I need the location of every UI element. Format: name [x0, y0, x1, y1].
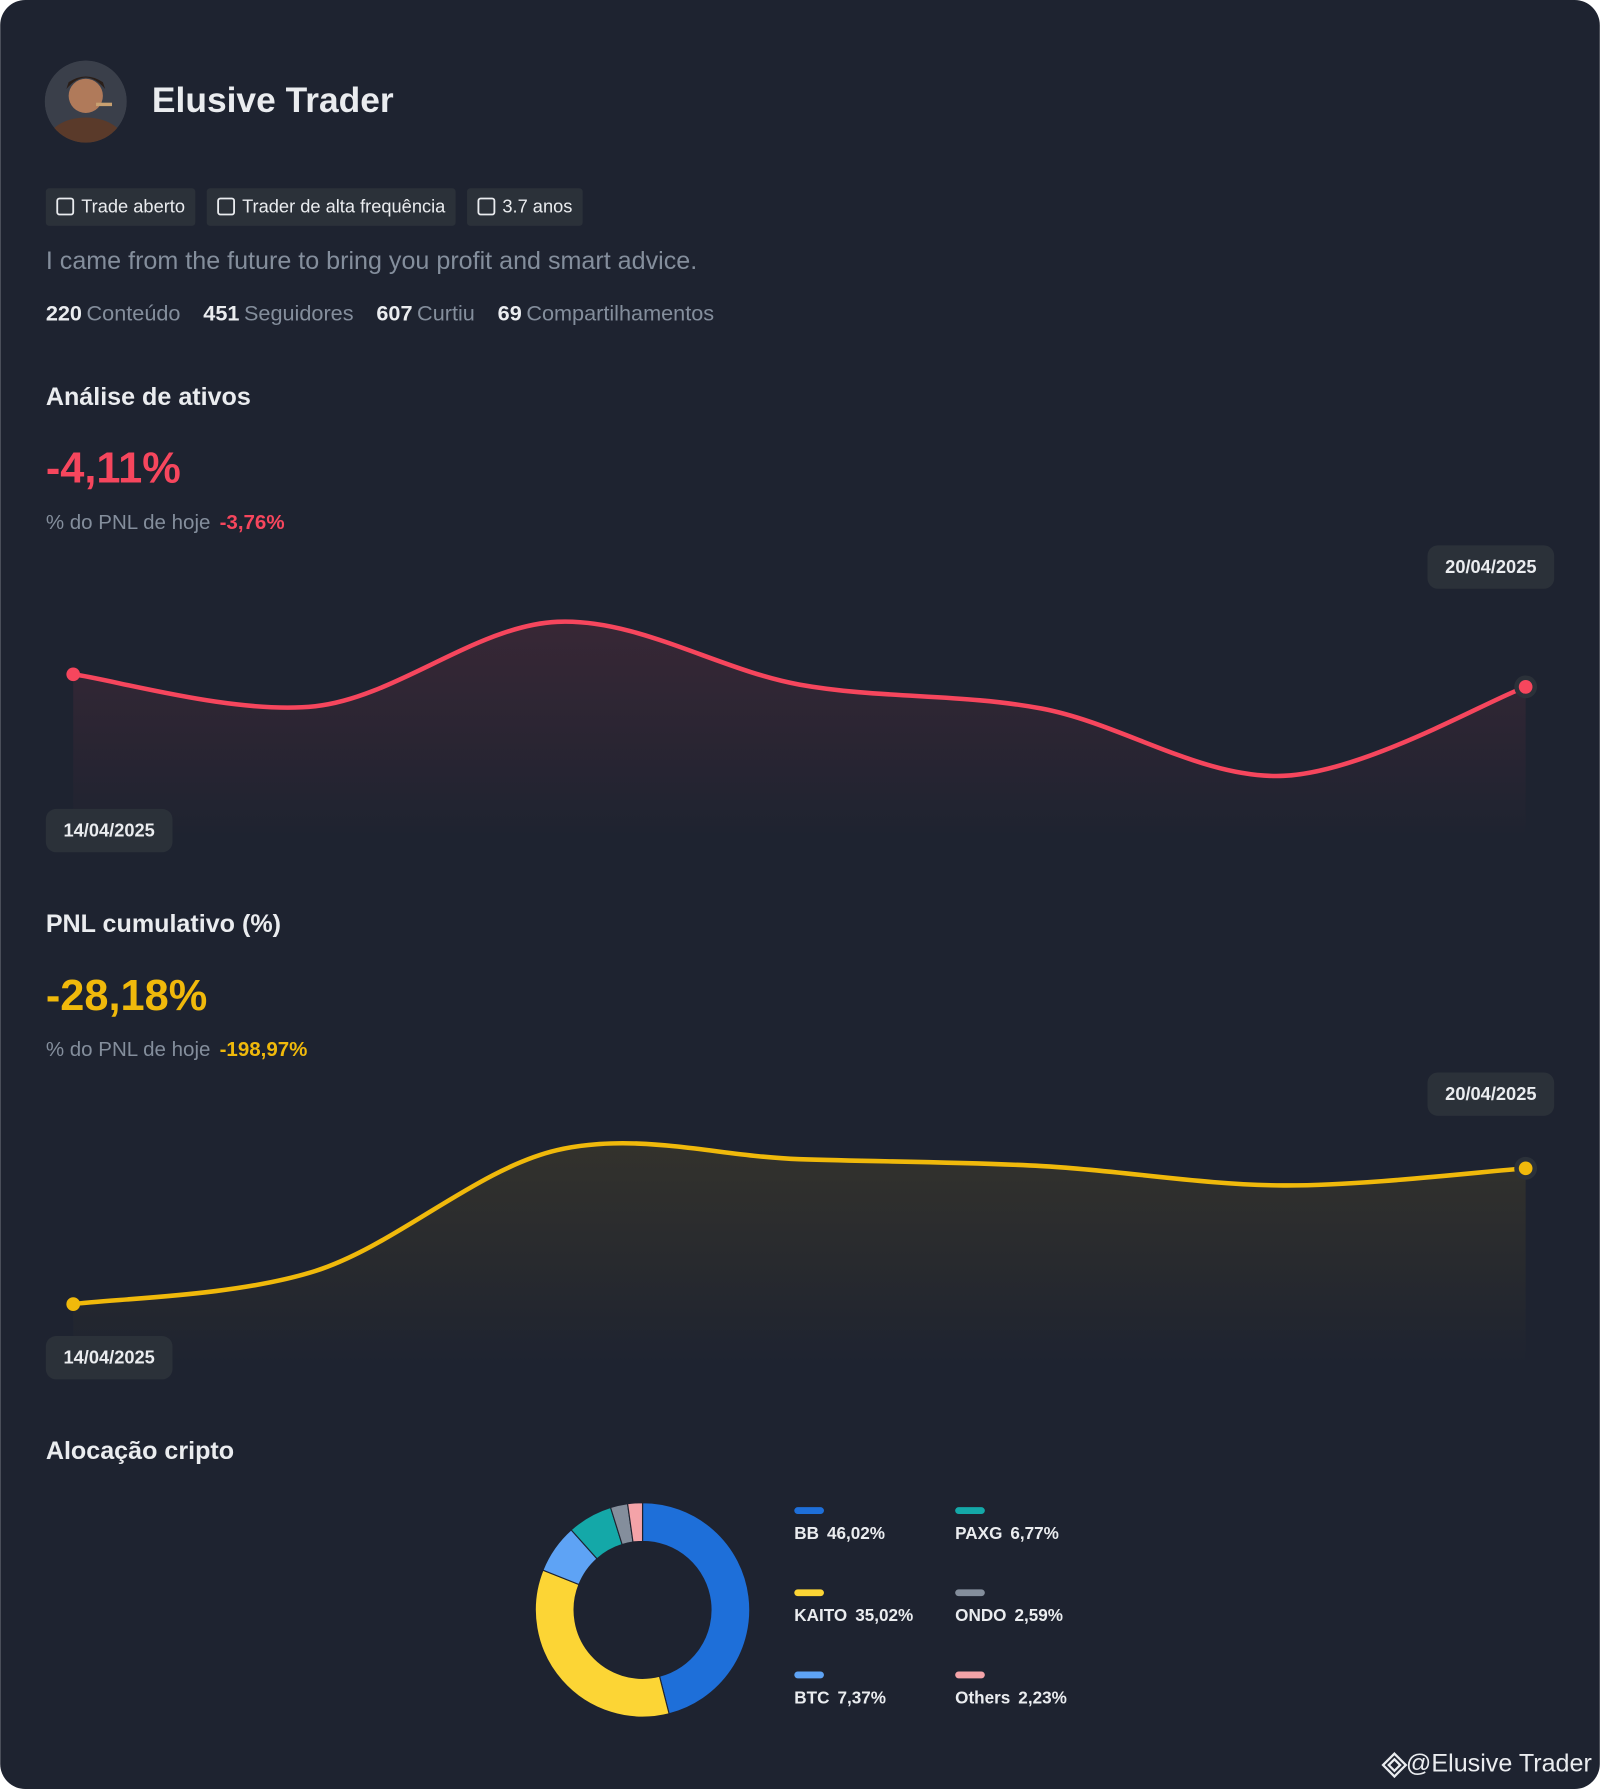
legend-value: 6,77% — [1010, 1524, 1059, 1543]
tag-bg — [467, 188, 583, 226]
tag-bg — [206, 188, 456, 226]
date-pill: 14/04/2025 — [45, 1336, 173, 1380]
line — [72, 1140, 1526, 1307]
stat-value: 451 — [203, 301, 239, 326]
date-pill-bg — [45, 808, 173, 853]
headline-value: -28,18% — [46, 972, 207, 1020]
legend-value: 35,02% — [855, 1606, 913, 1625]
headline-value: -4,11% — [46, 445, 181, 493]
subtitle: % do PNL de hoje — [46, 1038, 211, 1061]
area — [73, 1143, 1526, 1366]
subtitle: % do PNL de hoje — [46, 511, 211, 534]
legend-name: BB — [794, 1524, 819, 1543]
tag: 3.7 anos — [467, 188, 583, 226]
donut-slice — [641, 1502, 751, 1715]
bio: I came from the future to bring you prof… — [46, 247, 697, 275]
legend-value: 7,37% — [837, 1688, 886, 1707]
watermark: @Elusive Trader — [1406, 1750, 1592, 1778]
profile-name: Elusive Trader — [152, 81, 394, 120]
legend-value: 46,02% — [827, 1524, 885, 1543]
section-title: Alocação cripto — [46, 1437, 234, 1465]
point — [1518, 680, 1533, 694]
tag-label: 3.7 anos — [502, 195, 572, 216]
stat-label: Conteúdo — [87, 301, 181, 326]
donut-slice — [626, 1502, 644, 1543]
legend-swatch — [955, 1507, 985, 1515]
tag-label: Trade aberto — [81, 195, 185, 216]
stat-value: 607 — [376, 301, 412, 326]
donut-slice — [534, 1569, 670, 1718]
legend-name: PAXG — [955, 1524, 1002, 1543]
stat-label: Curtiu — [417, 301, 475, 326]
date-label: 20/04/2025 — [1445, 1083, 1536, 1104]
stat-label: Seguidores — [244, 301, 354, 326]
point — [66, 667, 81, 682]
tag: Trade aberto — [45, 188, 196, 226]
tag-icon — [56, 197, 75, 216]
section-title: PNL cumulativo (%) — [46, 910, 281, 938]
date-pill: 14/04/2025 — [45, 808, 173, 853]
legend-swatch — [794, 1507, 824, 1515]
legend-swatch — [955, 1589, 985, 1597]
date-label: 14/04/2025 — [63, 1347, 154, 1368]
legend-value: 2,59% — [1014, 1606, 1063, 1625]
legend-swatch — [794, 1671, 824, 1679]
subtitle-value: -3,76% — [220, 511, 285, 534]
tag: Trader de alta frequência — [206, 188, 456, 226]
area — [73, 621, 1526, 839]
tag-icon — [477, 197, 496, 216]
avatar — [44, 60, 127, 143]
date-pill-bg — [45, 1336, 173, 1380]
tag-label: Trader de alta frequência — [242, 195, 446, 216]
legend-swatch — [794, 1589, 824, 1597]
subtitle-value: -198,97% — [220, 1038, 308, 1061]
point — [66, 1297, 81, 1311]
point — [1518, 1161, 1533, 1176]
date-pill-bg — [1427, 545, 1555, 589]
section-title: Análise de ativos — [46, 383, 251, 411]
tag-icon — [217, 197, 236, 216]
tag-bg — [45, 188, 196, 226]
date-pill-bg — [1427, 1072, 1555, 1116]
line — [72, 619, 1527, 779]
stat-value: 69 — [498, 301, 522, 326]
date-label: 20/04/2025 — [1445, 556, 1536, 577]
date-pill: 20/04/2025 — [1427, 545, 1555, 589]
legend-swatch — [955, 1671, 985, 1679]
legend-name: ONDO — [955, 1606, 1006, 1625]
stat-value: 220 — [46, 301, 82, 326]
legend-value: 2,23% — [1018, 1688, 1067, 1707]
date-label: 14/04/2025 — [63, 820, 154, 841]
stat-label: Compartilhamentos — [526, 301, 714, 326]
legend-name: KAITO — [794, 1606, 847, 1625]
watermark-logo — [1381, 1752, 1408, 1779]
legend-name: Others — [955, 1688, 1010, 1707]
legend-name: BTC — [794, 1688, 829, 1707]
date-pill: 20/04/2025 — [1427, 1072, 1555, 1116]
